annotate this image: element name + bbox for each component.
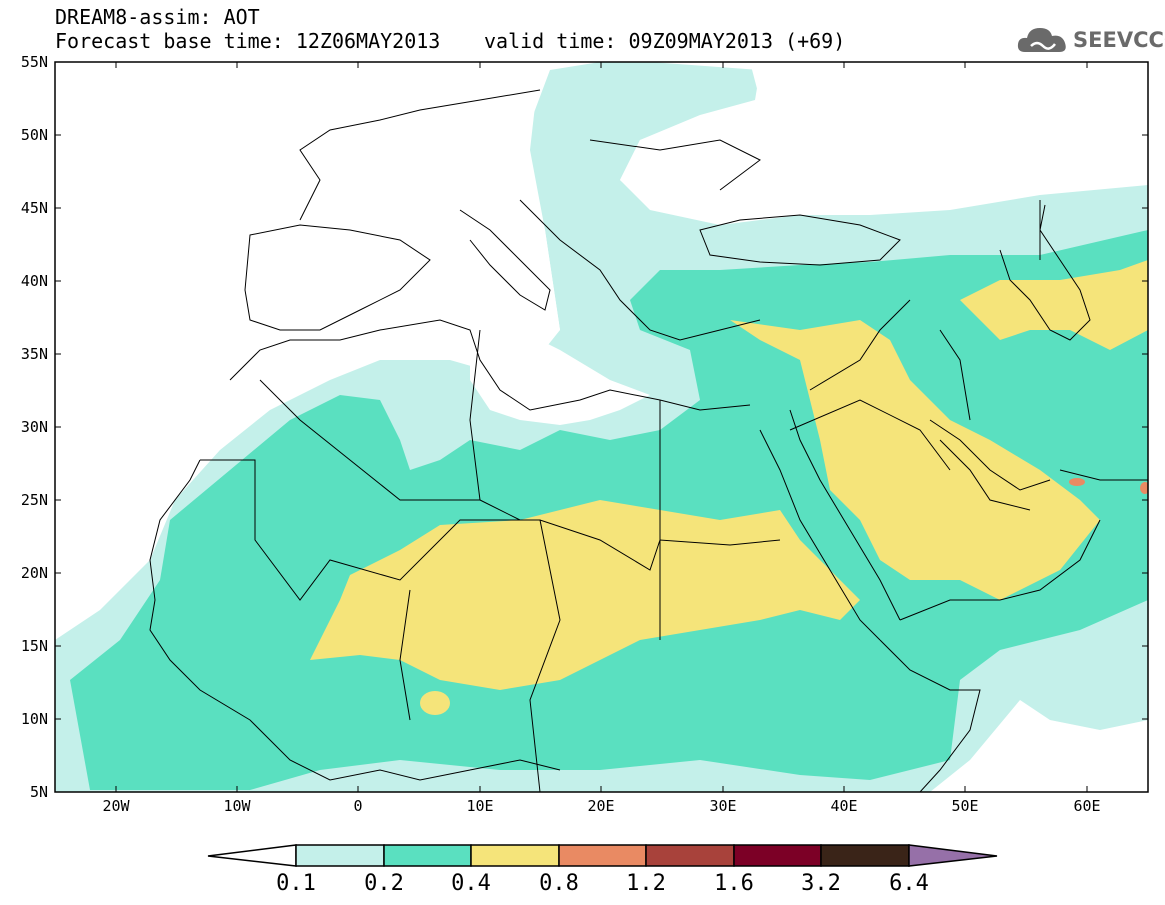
lon-ticks <box>115 62 1088 792</box>
lon-label-20w: 20W <box>102 797 130 815</box>
lat-label-30n: 30N <box>20 418 48 436</box>
coastlines <box>149 89 1148 792</box>
lat-label-45n: 45N <box>20 199 48 217</box>
colorbar-bin-7 <box>820 844 910 867</box>
colorbar-low-arrow <box>207 844 297 867</box>
lat-label-20n: 20N <box>20 564 48 582</box>
logo-text: SEEVCCC <box>1073 28 1165 52</box>
lat-label-5n: 5N <box>29 783 48 801</box>
colorbar-label-0.8: 0.8 <box>539 871 579 896</box>
colorbar-label-6.4: 6.4 <box>889 871 929 896</box>
lat-label-55n: 55N <box>20 53 48 71</box>
aot-region-0.8-blob-b <box>1140 482 1148 494</box>
aot-region-low-north <box>60 62 560 560</box>
cloud-icon <box>1017 28 1066 52</box>
lat-label-10n: 10N <box>20 710 48 728</box>
aot-region-0.4-blob <box>420 691 450 715</box>
seevccc-logo: SEEVCCC <box>1015 22 1165 58</box>
aot-region-0.4-iran <box>960 260 1148 350</box>
colorbar-bin-3 <box>470 844 560 867</box>
lon-label-60e: 60E <box>1073 797 1101 815</box>
lon-label-10w: 10W <box>223 797 251 815</box>
lon-label-20e: 20E <box>587 797 615 815</box>
lat-label-35n: 35N <box>20 345 48 363</box>
lat-label-40n: 40N <box>20 272 48 290</box>
colorbar <box>207 844 998 867</box>
colorbar-bin-2 <box>383 844 472 867</box>
lat-label-25n: 25N <box>20 491 48 509</box>
colorbar-label-0.1: 0.1 <box>276 871 316 896</box>
aot-region-0.4-sahara <box>310 500 860 690</box>
colorbar-label-1.6: 1.6 <box>714 871 754 896</box>
colorbar-label-0.4: 0.4 <box>451 871 491 896</box>
colorbar-label-1.2: 1.2 <box>626 871 666 896</box>
forecast-base-time: Forecast base time: 12Z06MAY2013 <box>55 29 441 53</box>
lat-label-50n: 50N <box>20 126 48 144</box>
map-title: DREAM8-assim: AOT <box>55 5 260 29</box>
lat-ticks <box>55 61 1148 793</box>
colorbar-label-0.2: 0.2 <box>364 871 404 896</box>
aot-region-0.4-arabia <box>730 320 1100 600</box>
colorbar-high-arrow <box>908 844 998 867</box>
aot-region-0.8-blob-a <box>1069 478 1085 486</box>
valid-time: valid time: 09Z09MAY2013 (+69) <box>484 29 846 53</box>
lon-label-40e: 40E <box>830 797 858 815</box>
colorbar-bin-6 <box>733 844 822 867</box>
aot-region-low-east <box>620 62 1148 220</box>
lon-label-0: 0 <box>353 797 363 815</box>
lon-label-10e: 10E <box>466 797 494 815</box>
lon-label-50e: 50E <box>951 797 979 815</box>
colorbar-bin-4 <box>558 844 647 867</box>
lon-label-30e: 30E <box>709 797 737 815</box>
colorbar-bin-5 <box>645 844 735 867</box>
lat-label-15n: 15N <box>20 637 48 655</box>
colorbar-bin-1 <box>295 844 385 867</box>
colorbar-label-3.2: 3.2 <box>801 871 841 896</box>
